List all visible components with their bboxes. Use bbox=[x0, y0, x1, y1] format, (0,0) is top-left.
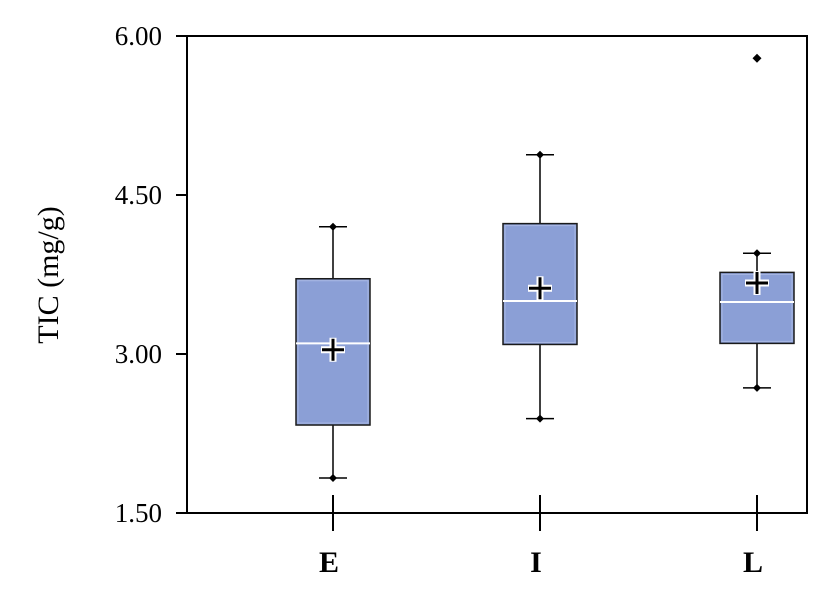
y-tick-label-1: 3.00 bbox=[115, 339, 162, 369]
box-group-L bbox=[719, 53, 795, 392]
min-marker-L bbox=[753, 383, 761, 392]
box-inner-E bbox=[297, 280, 369, 424]
x-category-label-0: E bbox=[319, 546, 339, 579]
y-axis-title: TIC (mg/g) bbox=[32, 206, 65, 343]
x-category-label-1: I bbox=[530, 546, 542, 579]
max-marker-L bbox=[753, 249, 761, 258]
box-inner-I bbox=[504, 225, 576, 343]
min-marker-E bbox=[329, 474, 337, 483]
axes: 1.50 3.00 4.50 6.00 E I L bbox=[115, 21, 763, 579]
max-marker-I bbox=[536, 150, 544, 159]
y-tick-label-2: 4.50 bbox=[115, 180, 162, 210]
x-category-label-2: L bbox=[743, 546, 763, 579]
y-tick-label-3: 6.00 bbox=[115, 21, 162, 51]
plot-area bbox=[295, 53, 795, 483]
outlier-L-0 bbox=[752, 53, 762, 63]
box-group-I bbox=[502, 150, 578, 423]
max-marker-E bbox=[329, 222, 337, 231]
plot-frame bbox=[186, 35, 808, 514]
box-group-E bbox=[295, 222, 371, 483]
min-marker-I bbox=[536, 414, 544, 423]
y-tick-label-0: 1.50 bbox=[115, 498, 162, 528]
